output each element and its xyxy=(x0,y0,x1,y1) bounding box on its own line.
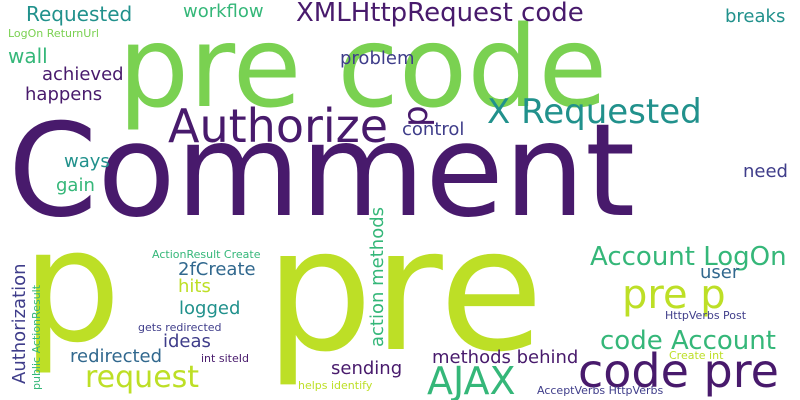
word-logon-returnurl: LogOn ReturnUrl xyxy=(8,27,99,40)
word-request: request xyxy=(85,360,200,395)
word-code-pre: code pre xyxy=(578,344,779,398)
word-2fcreate: 2fCreate xyxy=(178,259,256,280)
word-gain: gain xyxy=(56,175,95,196)
word-p-large: p xyxy=(22,195,122,377)
word-public-actionresult: public ActionResult xyxy=(30,284,43,390)
word-helps-identify: helps identify xyxy=(298,379,373,392)
word-redirected: redirected xyxy=(70,346,163,367)
word-need: need xyxy=(743,161,788,182)
word-authorize: Authorize xyxy=(168,99,389,153)
word-x-requested: X Requested xyxy=(487,92,702,132)
word-pre-large: pre xyxy=(265,192,544,390)
word-int-siteid: int siteId xyxy=(201,352,249,365)
word-pre-code: pre code xyxy=(118,3,608,133)
word-comment: Comment xyxy=(8,97,636,246)
word-pre-p: pre p xyxy=(622,272,726,318)
word-wall: wall xyxy=(8,44,48,68)
word-actionresult-create: ActionResult Create xyxy=(152,248,261,261)
word-create-int: Create int xyxy=(669,349,724,362)
word-ideas: ideas xyxy=(163,331,211,352)
word-sending: sending xyxy=(331,358,403,379)
word-code-account: code Account xyxy=(600,326,776,356)
word-hits: hits xyxy=(178,276,211,297)
word-workflow: workflow xyxy=(183,1,264,22)
word-problem: problem xyxy=(340,48,415,69)
word-gets-redirected: gets redirected xyxy=(138,321,222,334)
word-xmlhttprequest-code: XMLHttpRequest code xyxy=(296,0,584,28)
word-breaks: breaks xyxy=(725,6,786,27)
word-requested: Requested xyxy=(26,2,133,26)
word-ways: ways xyxy=(64,151,110,172)
word-user: user xyxy=(700,262,740,283)
word-control: control xyxy=(402,119,465,140)
word-logged: logged xyxy=(179,298,241,319)
word-ajax: AJAX xyxy=(427,359,516,400)
word-authorization: Authorization xyxy=(9,263,30,384)
word-achieved: achieved xyxy=(42,64,124,85)
word-action-methods: action methods xyxy=(367,206,388,347)
word-account-logon: Account LogOn xyxy=(590,242,787,272)
word-httpverbs-post: HttpVerbs Post xyxy=(665,309,747,322)
word-methods-behind: methods behind xyxy=(432,347,579,368)
word-acceptverbs-httpverbs: AcceptVerbs HttpVerbs xyxy=(537,384,664,397)
word-happens: happens xyxy=(25,84,103,105)
